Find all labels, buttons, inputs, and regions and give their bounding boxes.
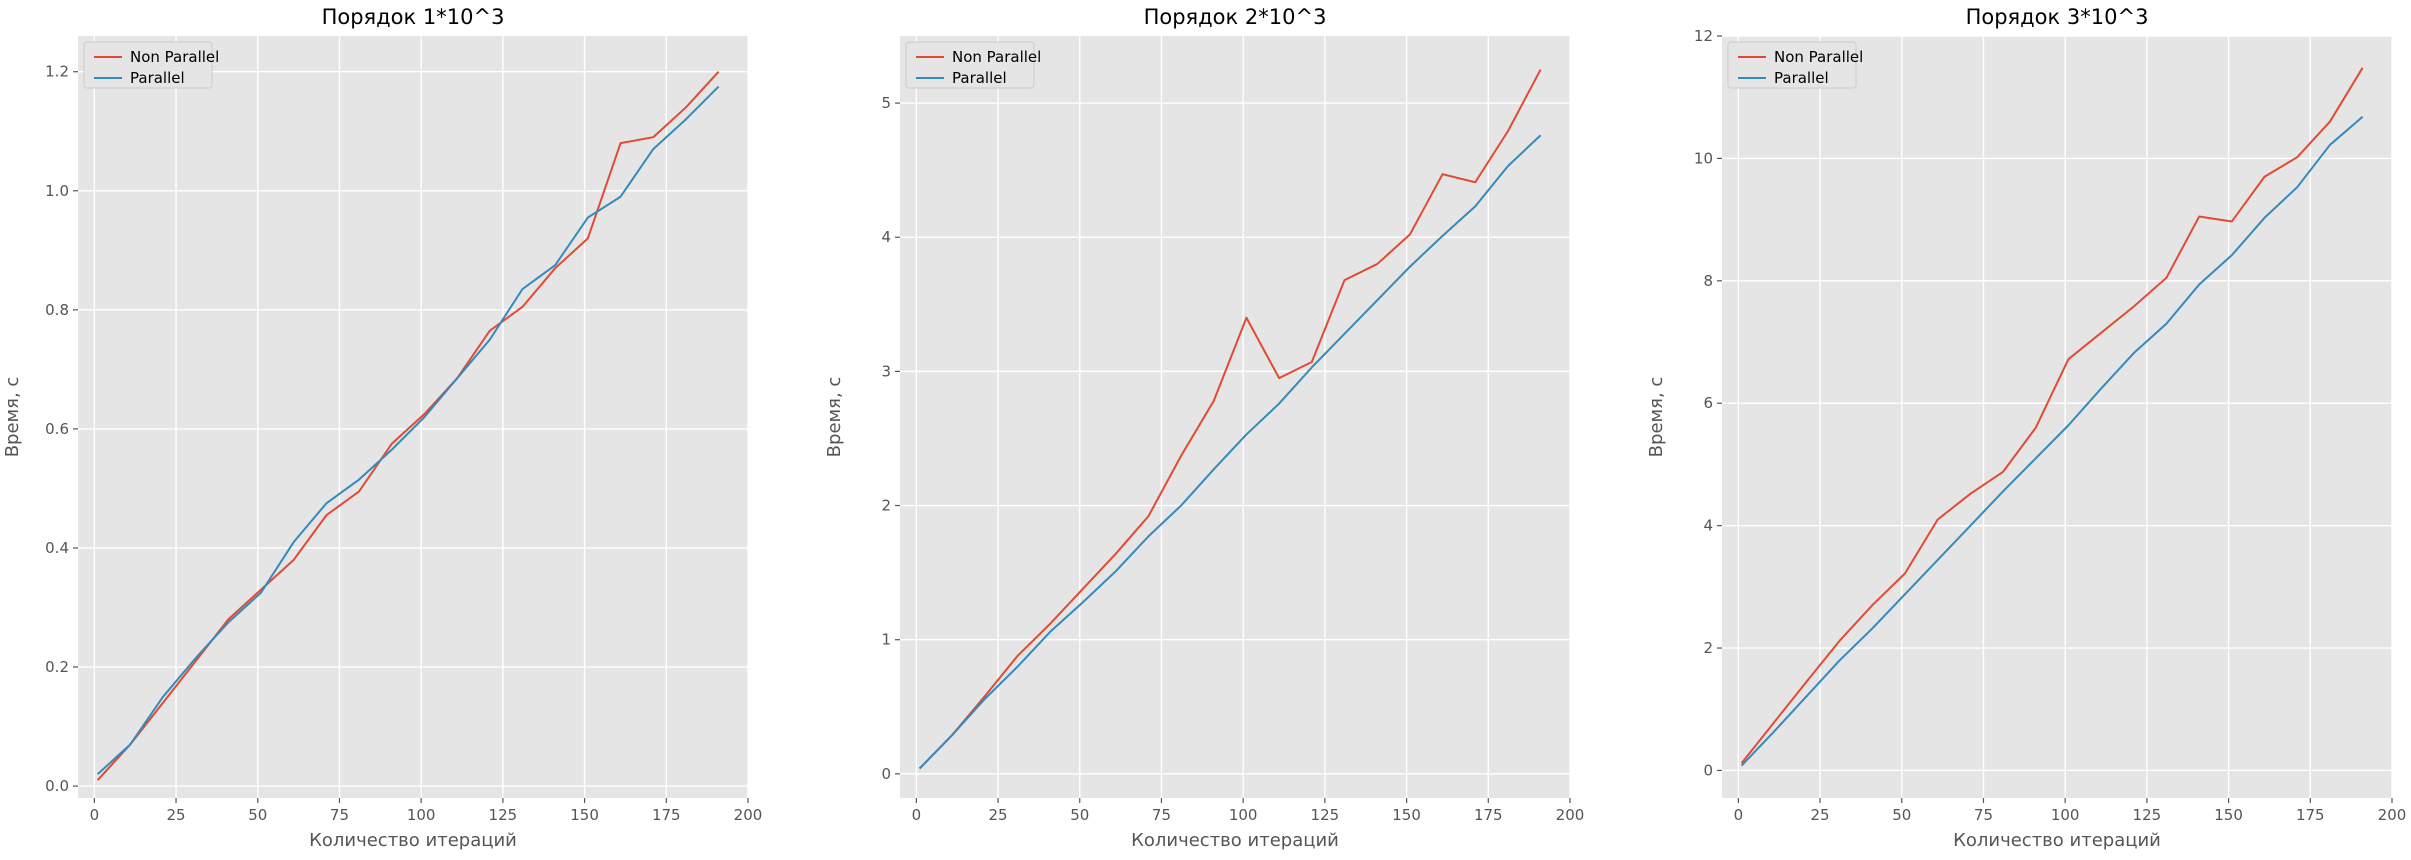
series-line-parallel	[918, 134, 1542, 770]
x-tick-label: 125	[1311, 806, 1340, 824]
y-tick-label: 10	[1694, 149, 1713, 167]
legend: Non Parallel Parallel	[83, 41, 219, 89]
x-tick-label: 175	[2296, 806, 2325, 824]
y-tick-label: 4	[1703, 517, 1713, 535]
y-axis-label: Время, с	[824, 377, 845, 458]
x-axis-label: Количество итераций	[1953, 830, 2161, 851]
x-tick-label: 100	[407, 806, 436, 824]
chart-title: Порядок 3*10^3	[1966, 5, 2149, 29]
x-tick-label: 200	[2378, 806, 2407, 824]
x-axis-label: Количество итераций	[1131, 830, 1339, 851]
y-tick-label: 2	[1703, 639, 1713, 657]
x-tick-label: 25	[989, 806, 1008, 824]
y-tick-label: 2	[881, 497, 891, 515]
x-tick-label: 125	[2133, 806, 2162, 824]
x-tick-label: 100	[1229, 806, 1258, 824]
y-tick-label: 8	[1703, 272, 1713, 290]
legend-label: Parallel	[1774, 69, 1829, 87]
legend-label: Parallel	[130, 69, 185, 87]
x-tick-label: 50	[248, 806, 267, 824]
x-tick-label: 25	[167, 806, 186, 824]
legend-label: Non Parallel	[1774, 48, 1863, 66]
series-line-non-parallel	[1740, 67, 2364, 764]
x-tick-label: 50	[1070, 806, 1089, 824]
chart-panel-2: 0 25 50 75 100 125 150 175 200 0 1 2 3 4 5 Порядок 2*10…	[824, 5, 1584, 851]
y-tick-label: 0	[1703, 761, 1713, 779]
x-tick-label: 75	[330, 806, 349, 824]
x-tick-label: 75	[1152, 806, 1171, 824]
x-tick-label: 150	[2214, 806, 2243, 824]
plot-area	[78, 36, 748, 798]
chart-panel-1: 0 25 50 75 100 125 150 175 200 0.0 0.2 0.4 0.6 0.8 1.0…	[2, 5, 762, 851]
legend-label: Non Parallel	[952, 48, 1041, 66]
y-tick-label: 0.6	[45, 420, 69, 438]
x-tick-label: 75	[1974, 806, 1993, 824]
x-tick-label: 175	[1474, 806, 1503, 824]
y-tick-label: 4	[881, 228, 891, 246]
y-tick-label: 0.8	[45, 301, 69, 319]
series-line-non-parallel	[96, 71, 720, 781]
x-tick-label: 100	[2051, 806, 2080, 824]
y-tick-label: 0	[881, 765, 891, 783]
x-tick-label: 0	[1734, 806, 1744, 824]
x-tick-label: 200	[734, 806, 763, 824]
chart-title: Порядок 2*10^3	[1144, 5, 1327, 29]
x-tick-label: 150	[570, 806, 599, 824]
x-tick-label: 125	[489, 806, 518, 824]
x-axis-label: Количество итераций	[309, 830, 517, 851]
legend-box	[905, 41, 1035, 89]
y-tick-label: 1	[881, 631, 891, 649]
x-tick-label: 25	[1811, 806, 1830, 824]
plot-area	[900, 36, 1570, 798]
series-line-non-parallel	[918, 69, 1542, 770]
legend-box	[83, 41, 213, 89]
legend-box	[1727, 41, 1857, 89]
y-tick-label: 5	[881, 94, 891, 112]
chart-title: Порядок 1*10^3	[322, 5, 505, 29]
y-tick-label: 1.2	[45, 63, 69, 81]
y-tick-label: 6	[1703, 394, 1713, 412]
y-axis-label: Время, с	[1646, 377, 1667, 458]
series-line-parallel	[96, 85, 720, 775]
x-tick-label: 175	[652, 806, 681, 824]
x-tick-label: 150	[1392, 806, 1421, 824]
plot-area	[1722, 36, 2392, 798]
x-tick-label: 200	[1556, 806, 1585, 824]
x-tick-label: 0	[912, 806, 922, 824]
legend: Non Parallel Parallel	[905, 41, 1041, 89]
series-line-parallel	[1740, 116, 2364, 767]
legend: Non Parallel Parallel	[1727, 41, 1863, 89]
y-tick-label: 12	[1694, 27, 1713, 45]
chart-panel-3: 0 25 50 75 100 125 150 175 200 0 2 4 6 8 10 12 Порядок 3…	[1646, 5, 2406, 851]
x-tick-label: 0	[90, 806, 100, 824]
legend-label: Parallel	[952, 69, 1007, 87]
y-tick-label: 0.2	[45, 658, 69, 676]
x-tick-label: 50	[1892, 806, 1911, 824]
y-tick-label: 0.4	[45, 539, 69, 557]
y-tick-label: 0.0	[45, 777, 69, 795]
y-tick-label: 3	[881, 362, 891, 380]
y-axis-label: Время, с	[2, 377, 23, 458]
legend-label: Non Parallel	[130, 48, 219, 66]
y-tick-label: 1.0	[45, 182, 69, 200]
